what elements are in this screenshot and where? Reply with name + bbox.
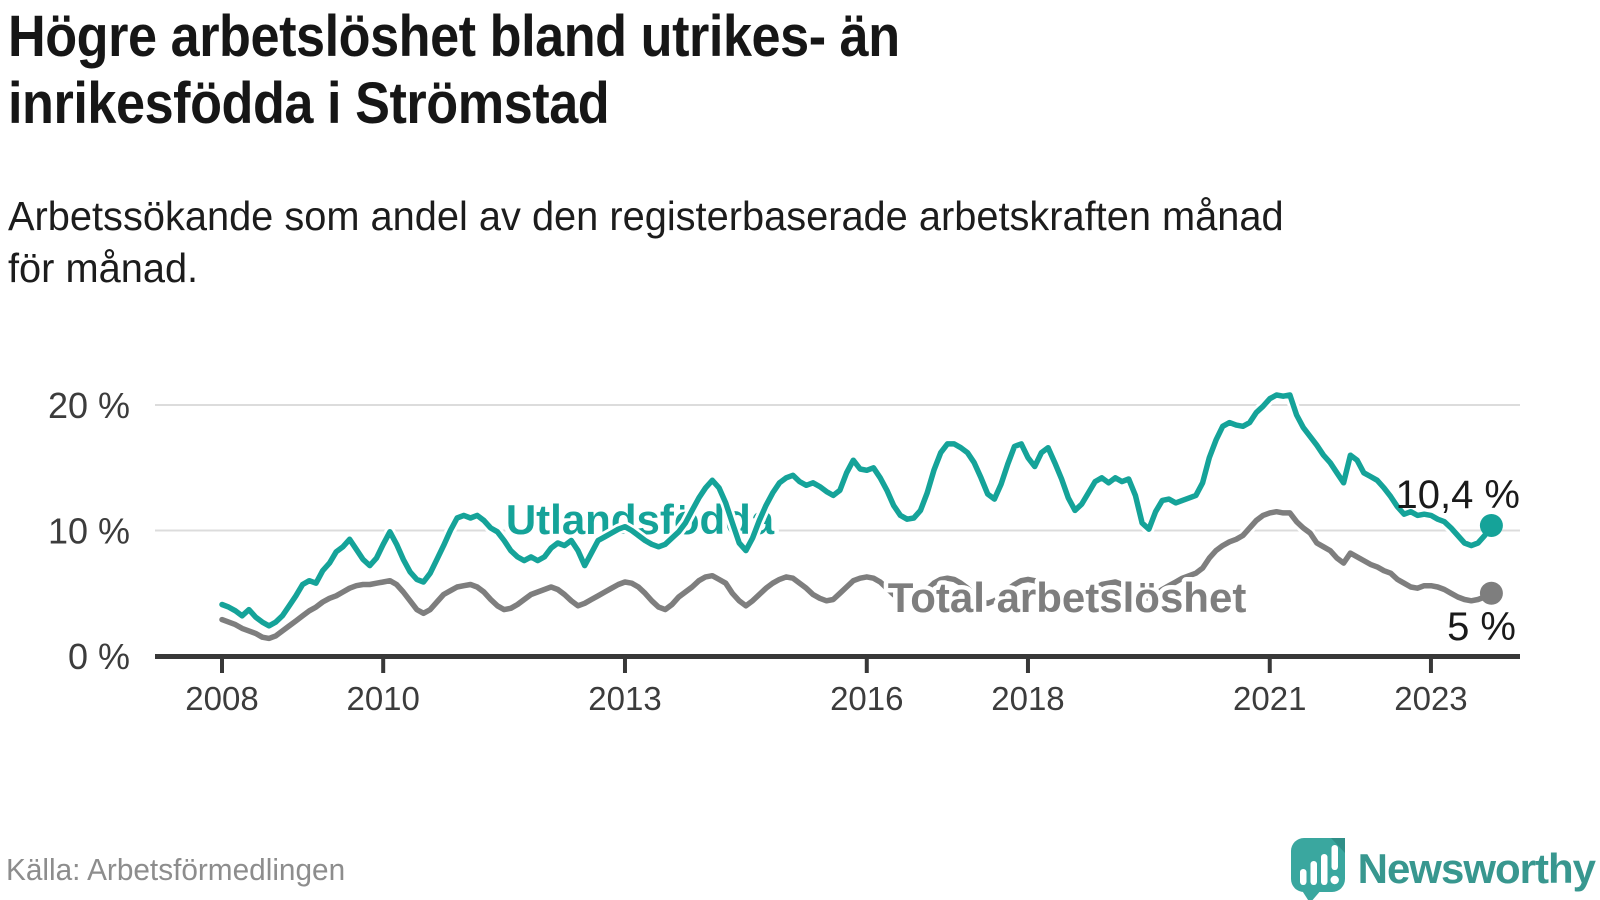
series-total-arbetsloshet-line — [216, 506, 1497, 644]
newsworthy-logo-icon — [1291, 838, 1345, 900]
subtitle-line-2: för månad. — [8, 245, 199, 292]
x-axis-tick-label: 2018 — [991, 680, 1064, 717]
gridlines-layer: 0 % 10 % 20 % — [48, 385, 1520, 677]
end-value-label-total: 5 % — [1447, 605, 1516, 649]
series-line-halo — [216, 389, 1497, 632]
series-line — [219, 392, 1495, 629]
series-end-dots — [1479, 513, 1503, 605]
axis-layer: 2008 2010 2013 2016 2018 2021 2023 — [155, 654, 1520, 717]
x-axis-tick-label: 2023 — [1394, 680, 1467, 717]
x-axis-tick-label: 2010 — [346, 680, 419, 717]
y-axis-tick-label: 10 % — [48, 511, 130, 552]
source-note: Källa: Arbetsförmedlingen — [6, 852, 346, 887]
title-line-1: Högre arbetslöshet bland utrikes- än — [8, 4, 900, 69]
y-axis-tick-label: 0 % — [68, 636, 130, 677]
x-axis-tick-label: 2016 — [830, 680, 903, 717]
subtitle-line-1: Arbetssökande som andel av den registerb… — [8, 193, 1284, 239]
x-axis-tick-label: 2021 — [1233, 680, 1306, 717]
x-axis-tick-label: 2008 — [185, 680, 258, 717]
series-utlandsfodda-line — [216, 389, 1497, 632]
x-axis-tick-label: 2013 — [588, 680, 661, 717]
series-end-dot — [1479, 581, 1503, 605]
title-line-2: inrikesfödda i Strömstad — [8, 70, 610, 136]
y-axis-tick-label: 20 % — [48, 385, 130, 426]
page-title: Högre arbetslöshet bland utrikes- än inr… — [8, 4, 1592, 137]
newsworthy-brand-text: Newsworthy — [1357, 845, 1596, 892]
series-line — [219, 508, 1495, 642]
series-label-total-arbetsloshet: Total arbetslöshet — [888, 574, 1247, 621]
chart-subtitle: Arbetssökande som andel av den registerb… — [8, 190, 1600, 295]
end-value-label-utlandsfodda: 10,4 % — [1395, 473, 1520, 517]
series-end-dot — [1479, 513, 1503, 537]
